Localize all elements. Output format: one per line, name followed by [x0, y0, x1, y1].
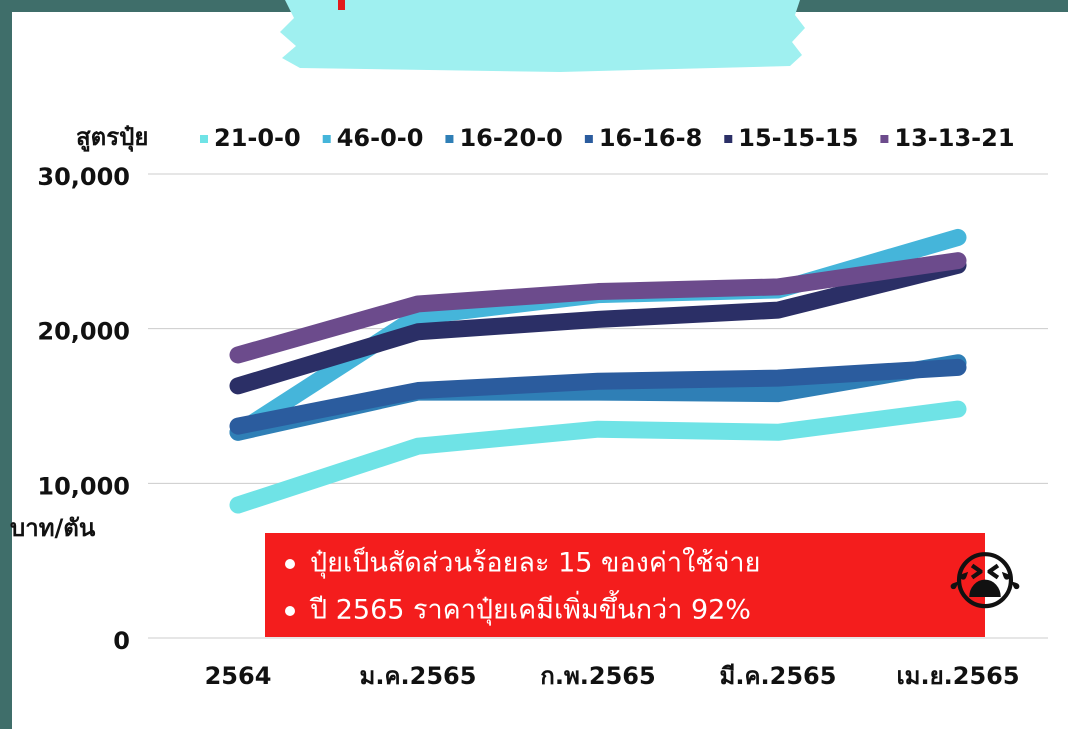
legend-label: 21-0-0	[214, 124, 301, 152]
annotation-line: ปุ๋ยเป็นสัดส่วนร้อยละ 15 ของค่าใช้จ่าย	[310, 545, 760, 580]
legend-swatch	[724, 135, 732, 143]
legend-label: 16-16-8	[599, 124, 702, 152]
legend-label: 13-13-21	[894, 124, 1014, 152]
y-tick-label: 0	[113, 627, 130, 655]
legend-swatch	[445, 135, 453, 143]
legend-label: 15-15-15	[738, 124, 858, 152]
x-tick-label: ม.ค.2565	[360, 662, 477, 690]
y-axis-label: บาท/ตัน	[10, 514, 96, 542]
emoji: 😭	[948, 546, 1023, 620]
bullet	[285, 606, 295, 616]
annotation-line: ปี 2565 ราคาปุ๋ยเคมีเพิ่มขึ้นกว่า 92%	[310, 590, 751, 627]
y-tick-label: 10,000	[37, 472, 130, 500]
legend-swatch	[323, 135, 331, 143]
bullet	[285, 559, 295, 569]
x-tick-label: ก.พ.2565	[540, 662, 655, 690]
x-tick-label: 2564	[205, 662, 272, 690]
legend-label: 46-0-0	[337, 124, 424, 152]
legend-swatch	[585, 135, 593, 143]
title-fragment	[338, 0, 345, 10]
x-tick-label: เม.ย.2565	[896, 662, 1019, 690]
legend-swatch	[200, 135, 208, 143]
chart: บาท/ตัน สูตรปุ๋ย 0 10,000 20,000 30,000 2564…	[0, 0, 1068, 729]
legend-title: สูตรปุ๋ย	[76, 123, 148, 153]
legend-swatch	[880, 135, 888, 143]
title-brush	[280, 0, 805, 72]
y-tick-label: 20,000	[37, 318, 130, 346]
y-tick-label: 30,000	[37, 163, 130, 191]
legend-label: 16-20-0	[459, 124, 562, 152]
x-tick-label: มี.ค.2565	[720, 662, 837, 690]
